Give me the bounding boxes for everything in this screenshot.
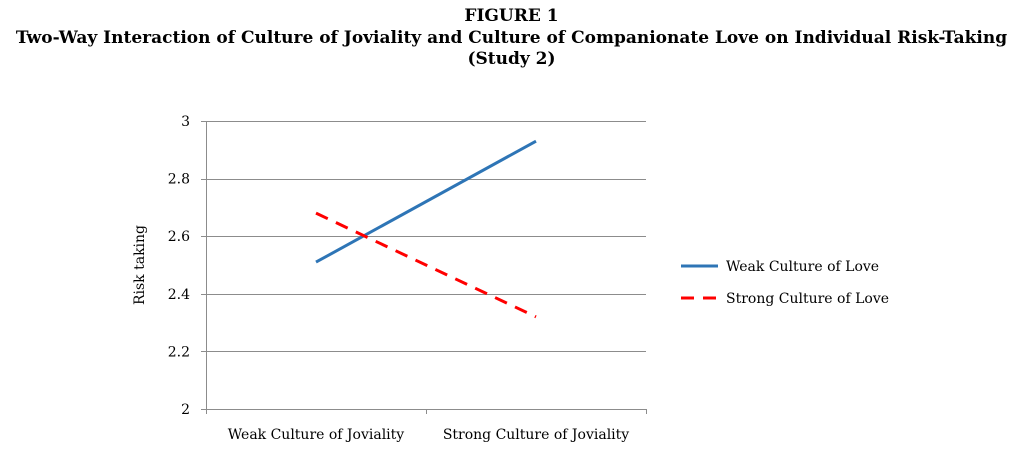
series-lines xyxy=(315,139,537,319)
x-tick-labels: Weak Culture of Joviality Strong Culture … xyxy=(228,427,629,443)
axes xyxy=(201,121,647,414)
figure-titles: FIGURE 1 Two-Way Interaction of Culture … xyxy=(0,6,1023,70)
y-tick-label: 2.2 xyxy=(168,344,190,360)
figure-title: Two-Way Interaction of Culture of Jovial… xyxy=(15,28,1008,48)
y-tick-labels: 2 2.2 2.4 2.6 2.8 3 xyxy=(168,114,190,418)
y-tick-label: 2.6 xyxy=(168,229,190,245)
series-line-2 xyxy=(315,211,537,319)
y-tick-label: 3 xyxy=(181,114,190,130)
gridlines xyxy=(206,121,646,352)
legend-label-1: Weak Culture of Love xyxy=(726,259,879,275)
figure-number: FIGURE 1 xyxy=(464,6,559,26)
legend: Weak Culture of Love Strong Culture of Lo… xyxy=(681,259,889,307)
y-axis-title: Risk taking xyxy=(132,225,148,305)
x-tick-label: Weak Culture of Joviality xyxy=(228,427,405,443)
series-line-1 xyxy=(315,139,537,264)
figure-subtitle: (Study 2) xyxy=(467,49,556,69)
legend-label-2: Strong Culture of Love xyxy=(726,291,889,307)
y-tick-label: 2 xyxy=(181,402,190,418)
y-tick-label: 2.8 xyxy=(168,172,190,188)
x-tick-label: Strong Culture of Joviality xyxy=(443,427,629,443)
y-tick-label: 2.4 xyxy=(168,287,190,303)
